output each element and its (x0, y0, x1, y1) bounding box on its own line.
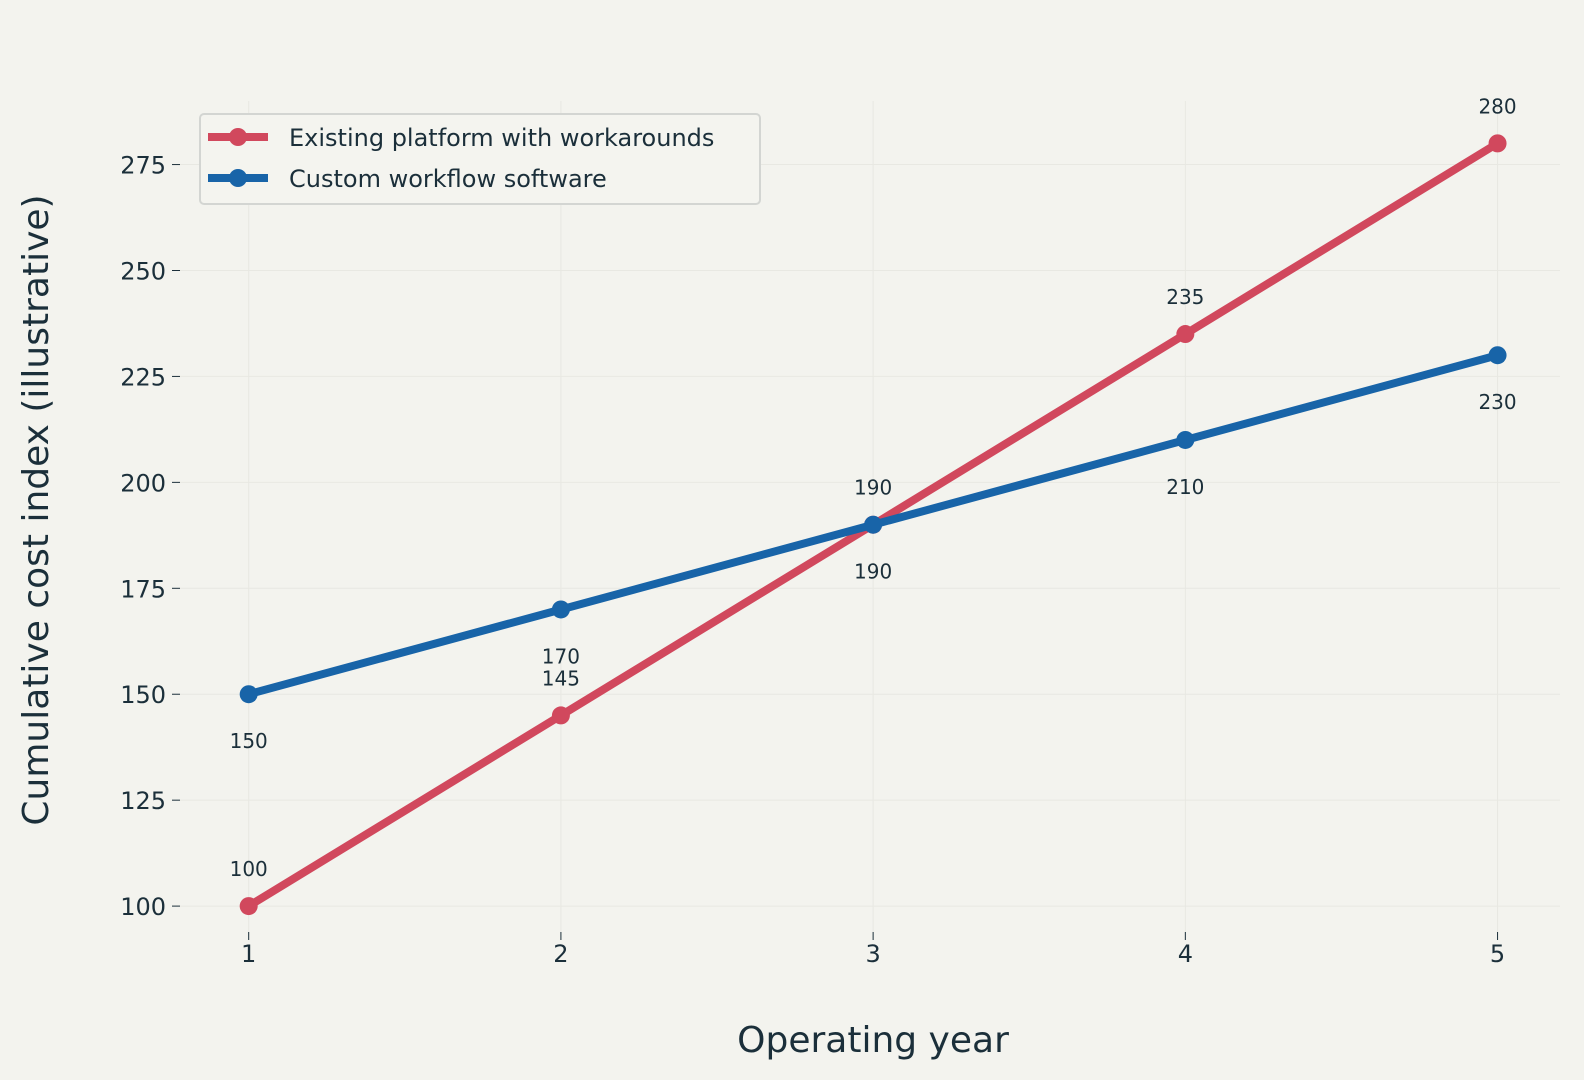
data-label-custom-workflow-5: 230 (1478, 390, 1516, 414)
y-tick-label-100: 100 (120, 893, 166, 921)
data-point-custom-workflow-5 (1488, 346, 1507, 365)
data-point-custom-workflow-4 (1176, 430, 1195, 449)
data-point-custom-workflow-1 (239, 685, 258, 704)
data-label-existing-platform-2: 145 (542, 666, 580, 690)
legend-marker-custom-workflow (229, 169, 247, 187)
data-label-custom-workflow-1: 150 (230, 729, 268, 753)
series-layer (239, 134, 1507, 916)
legend-label-custom-workflow: Custom workflow software (289, 165, 607, 193)
legend-marker-existing-platform (229, 128, 247, 146)
x-tick-label-5: 5 (1490, 940, 1505, 968)
data-point-existing-platform-5 (1488, 134, 1507, 153)
y-tick-label-200: 200 (120, 469, 166, 497)
data-label-custom-workflow-2: 170 (542, 644, 580, 668)
x-axis-ticks: 1 2 3 4 5 (241, 932, 1505, 968)
y-tick-label-250: 250 (120, 257, 166, 285)
data-labels-layer: 100 145 190 235 280 150 170 190 210 230 (230, 94, 1517, 881)
x-tick-label-1: 1 (241, 940, 256, 968)
data-label-custom-workflow-4: 210 (1166, 475, 1204, 499)
data-label-existing-platform-5: 280 (1478, 94, 1516, 118)
x-axis-title: Operating year (737, 1020, 1009, 1061)
data-label-custom-workflow-3: 190 (854, 560, 892, 584)
data-point-existing-platform-1 (239, 897, 258, 916)
data-label-existing-platform-3: 190 (854, 476, 892, 500)
legend-label-existing-platform: Existing platform with workarounds (289, 124, 714, 152)
y-axis-ticks: 100 125 150 175 200 225 250 275 (120, 152, 180, 921)
y-tick-label-125: 125 (120, 787, 166, 815)
y-tick-label-275: 275 (120, 152, 166, 180)
data-point-custom-workflow-3 (864, 515, 883, 534)
x-tick-label-3: 3 (865, 940, 880, 968)
data-label-existing-platform-4: 235 (1166, 285, 1204, 309)
x-tick-label-2: 2 (553, 940, 568, 968)
y-axis-title: Cumulative cost index (illustrative) (16, 194, 57, 825)
data-point-existing-platform-2 (551, 706, 570, 725)
legend: Existing platform with workarounds Custo… (199, 113, 761, 205)
legend-box (199, 113, 761, 205)
y-tick-label-175: 175 (120, 575, 166, 603)
y-tick-label-225: 225 (120, 363, 166, 391)
x-tick-label-4: 4 (1178, 940, 1193, 968)
y-tick-label-150: 150 (120, 681, 166, 709)
data-point-custom-workflow-2 (551, 600, 570, 619)
data-point-existing-platform-4 (1176, 325, 1195, 344)
data-label-existing-platform-1: 100 (230, 857, 268, 881)
